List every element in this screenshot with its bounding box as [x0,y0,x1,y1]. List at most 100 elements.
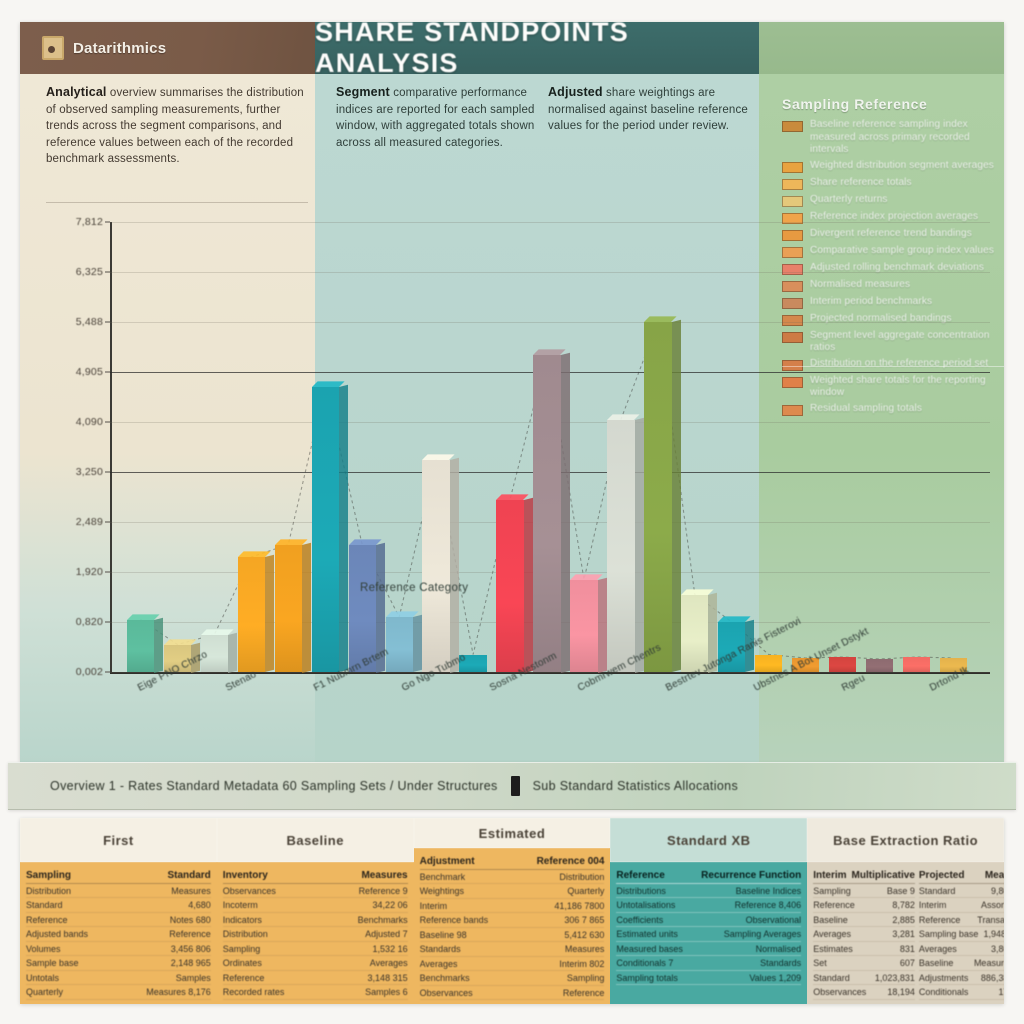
chart-bar[interactable] [422,453,459,672]
table-row[interactable]: Set 607 [813,957,915,971]
table-row[interactable]: Conditionals 7 Standards [616,957,802,971]
table-row[interactable]: Weightings Quarterly [419,885,605,899]
legend-item[interactable]: Residual sampling totals [782,403,1004,417]
table-row[interactable]: Observances Reference [419,987,605,1000]
chart-bar[interactable] [755,654,783,672]
chart-bar[interactable] [828,657,857,672]
table-row[interactable]: Reference Transactional [918,914,1004,927]
legend-item[interactable]: Weighted share totals for the reporting … [782,375,1004,400]
table-row[interactable]: Untotals Samples [26,972,211,985]
table-row[interactable]: Interim 41,186 7800 [419,900,605,913]
legend-item-label: Reference index projection averages [810,210,979,222]
chart-bar[interactable] [496,493,533,672]
chart-bar[interactable] [274,538,311,672]
table-row[interactable]: Estimated units Sampling Averages [616,928,802,942]
table-row[interactable]: Baseline 2,885 [813,914,915,927]
table-row[interactable]: Ordinates Averages [222,957,408,971]
table-row[interactable]: Indicators Benchmarks [222,914,408,927]
table-row[interactable]: Measured bases Normalised [616,943,802,956]
table-row[interactable]: Sampling totals Values 1,209 [616,972,802,985]
table-row[interactable]: Coefficients Observational [616,914,802,927]
chart-bar[interactable] [718,616,755,672]
brand-block[interactable]: Datarithmics [20,22,315,74]
table-row[interactable]: Reference Recurrence Function [616,870,802,884]
table-row[interactable]: Distribution Adjusted 7 [222,928,408,942]
chart-bar[interactable] [459,654,487,672]
chart-bar[interactable] [200,628,238,672]
table-row[interactable]: Sampling 1,532 16 [222,943,408,956]
chart-bar[interactable] [865,659,894,672]
legend-item[interactable]: Reference index projection averages [782,211,1004,225]
table-row[interactable]: Inventory Measures [222,870,408,884]
table-row[interactable]: Distributions Baseline Indices [616,885,802,898]
legend-item[interactable]: Distribution on the reference period set [782,358,1004,372]
table-row[interactable]: Distribution Measures [26,885,211,898]
table-row[interactable]: Adjusted bands Reference [26,928,211,942]
table-row[interactable]: Conditionals 17,0183 [918,986,1004,1000]
table-row[interactable]: Projected Measures [918,870,1004,884]
y-axis-tick-label: 0,820 [75,616,103,628]
legend-item[interactable]: Segment level aggregate concentration ra… [782,330,1004,355]
chart-bar[interactable] [237,551,275,672]
table-row[interactable]: Recorded rates Samples 6 [222,986,408,1000]
table-row[interactable]: Incoterm 34,22 06 [222,899,408,913]
table-row[interactable]: Adjustment Reference 004 [419,856,605,870]
table-row[interactable]: Reference 3,148 315 [222,972,408,985]
table-cell-value: 607 [899,958,915,968]
legend-item[interactable]: Share reference totals [782,177,1004,191]
legend-item[interactable]: Comparative sample group index values [782,245,1004,259]
chart-bar[interactable] [939,658,968,672]
table-row[interactable]: Sampling Base 9 [813,885,915,898]
chart-bar[interactable] [570,573,607,672]
table-row[interactable]: Averages Interim 802 [419,958,605,971]
table-row[interactable]: Benchmarks Sampling [419,972,605,986]
chart-bar[interactable] [311,381,348,672]
legend-item[interactable]: Normalised measures [782,279,1004,293]
legend-item[interactable]: Adjusted rolling benchmark deviations [782,262,1004,276]
table-row[interactable]: Sampling base 1,948 8,191 [918,928,1004,942]
table-row[interactable]: Estimates 831 [813,943,915,956]
table-row[interactable]: Baseline 98 5,412 630 [419,929,605,942]
table-row[interactable]: Averages 3,281 [813,928,915,942]
legend-item[interactable]: Projected normalised bandings [782,313,1004,327]
table-row[interactable]: Reference bands 306 7 865 [419,914,605,928]
gridline [110,222,990,223]
legend-item[interactable]: Quarterly returns [782,194,1004,208]
table-row[interactable]: Baseline Measures 306 [918,957,1004,971]
legend-item[interactable]: Interim period benchmarks [782,296,1004,310]
chart-bar[interactable] [533,348,570,672]
table-row[interactable]: Interim Multiplicative [813,870,915,884]
table-row[interactable]: Interim Assortments [918,899,1004,913]
table-row[interactable]: Averages 3,864 365 [918,943,1004,956]
table-row[interactable]: Sample base 2,148 965 [26,957,211,971]
table-row[interactable]: Untotalisations Reference 8,406 [616,899,802,913]
table-row[interactable]: Standard 1,023,831 [813,972,915,985]
table-row[interactable]: Reference 8,782 [813,899,915,913]
chart-bar[interactable] [163,638,201,672]
legend-item[interactable]: Baseline reference sampling index measur… [782,119,1004,157]
table-row[interactable]: Reference Notes 680 [26,914,211,927]
table-cell-key: Reference [616,870,665,881]
table-row[interactable]: Observances 18,194 [813,986,915,1000]
chart-bar[interactable] [681,588,718,672]
table-row[interactable]: Standard 9,806 806 [918,885,1004,898]
chart-bar[interactable] [607,413,644,672]
chart-bar[interactable] [644,316,681,672]
table-row[interactable]: Observances Reference 9 [222,885,408,898]
table-row[interactable]: Sampling Standard [26,870,211,884]
table-row[interactable]: Volumes 3,456 806 [26,943,211,956]
legend-item[interactable]: Weighted distribution segment averages [782,160,1004,174]
chart-bar[interactable] [792,658,820,672]
chart-bar[interactable] [902,657,931,672]
table-row[interactable]: Quarterly Measures 8,176 [26,986,211,1000]
table-row[interactable]: Standard 4,680 [26,899,211,913]
chart-bar[interactable] [126,613,164,672]
chart-bar[interactable] [385,611,422,672]
legend-item[interactable]: Divergent reference trend bandings [782,228,1004,242]
table-row[interactable]: Benchmark Distribution [419,871,605,884]
table-cell-value: 9,806 806 [990,885,1004,896]
banner-text-right: Sub Standard Statistics Allocations [532,779,739,793]
table-row[interactable]: Adjustments 886,385 865 [918,972,1004,985]
chart-bar[interactable] [348,538,385,672]
table-row[interactable]: Standards Measures [419,943,605,957]
